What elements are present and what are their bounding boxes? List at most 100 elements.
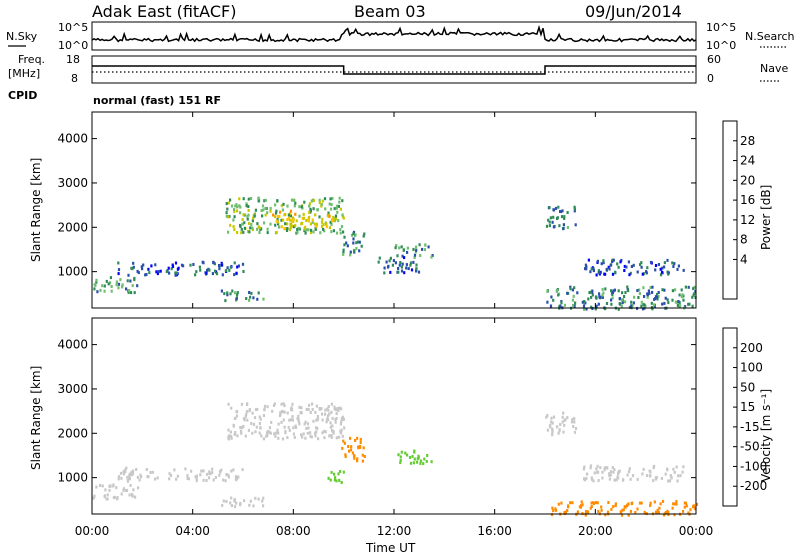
data-cell: [234, 291, 237, 295]
data-cell: [316, 426, 319, 430]
data-cell: [315, 225, 318, 229]
data-cell: [352, 237, 355, 241]
data-cell: [257, 291, 260, 295]
data-cell: [286, 204, 289, 208]
data-cell: [604, 287, 607, 291]
data-cell: [273, 402, 276, 406]
data-cell: [566, 509, 569, 513]
data-cell: [220, 468, 223, 472]
data-cell: [126, 279, 129, 283]
data-cell: [620, 513, 624, 517]
data-cell: [264, 213, 267, 217]
data-cell: [363, 232, 366, 236]
data-cell: [275, 209, 278, 213]
data-cell: [285, 229, 289, 232]
data-cell: [327, 418, 330, 422]
data-cell: [239, 211, 242, 215]
data-cell: [551, 421, 554, 425]
data-cell: [430, 460, 433, 464]
data-cell: [222, 478, 225, 482]
data-cell: [270, 420, 273, 424]
data-cell: [201, 469, 204, 473]
data-cell: [238, 197, 241, 201]
data-cell: [392, 259, 395, 263]
freq-tick-top: 18: [66, 53, 80, 66]
data-cell: [225, 473, 228, 476]
data-cell: [378, 256, 381, 260]
data-cell: [239, 223, 242, 227]
data-cell: [124, 470, 127, 474]
data-cell: [242, 270, 245, 273]
data-cell: [636, 270, 639, 274]
data-cell: [148, 271, 151, 275]
data-cell: [423, 248, 427, 252]
data-cell: [579, 505, 583, 509]
data-cell: [561, 209, 564, 213]
data-cell: [415, 263, 418, 267]
data-cell: [318, 198, 321, 202]
data-cell: [623, 269, 626, 272]
data-cell: [569, 287, 572, 291]
data-cell: [353, 456, 356, 460]
data-cell: [236, 209, 239, 213]
data-cell: [640, 300, 643, 304]
data-cell: [245, 204, 248, 208]
data-cell: [308, 204, 311, 208]
data-cell: [646, 293, 649, 297]
data-cell: [232, 225, 235, 229]
data-cell: [573, 286, 576, 290]
data-cell: [360, 244, 363, 248]
data-cell: [695, 502, 699, 506]
data-cell: [683, 501, 686, 505]
power-colorbar-tick-label: 20: [740, 173, 755, 187]
data-cell: [694, 289, 697, 293]
data-cell: [222, 499, 225, 503]
data-cell: [599, 295, 602, 299]
data-cell: [594, 501, 597, 504]
data-cell: [679, 304, 682, 308]
data-cell: [266, 434, 269, 437]
data-cell: [354, 439, 357, 442]
data-cell: [678, 293, 681, 297]
data-cell: [333, 478, 336, 482]
data-cell: [691, 295, 694, 299]
data-cell: [657, 294, 660, 298]
data-cell: [212, 478, 215, 482]
data-cell: [127, 273, 130, 277]
data-cell: [671, 298, 674, 302]
data-cell: [682, 298, 685, 302]
data-cell: [559, 423, 562, 426]
data-cell: [591, 293, 594, 297]
data-cell: [232, 218, 235, 222]
data-cell: [545, 224, 549, 228]
velocity-colorbar-frame: [722, 327, 738, 507]
data-cell: [657, 291, 660, 294]
data-cell: [386, 265, 390, 269]
data-cell: [234, 477, 238, 481]
data-cell: [218, 264, 221, 267]
data-cell: [284, 222, 287, 226]
data-cell: [282, 202, 285, 206]
data-cell: [554, 508, 558, 512]
data-cell: [254, 496, 257, 500]
data-cell: [282, 410, 285, 414]
data-cell: [137, 486, 140, 490]
data-cell: [596, 470, 599, 474]
data-cell: [341, 213, 344, 217]
data-cell: [404, 451, 407, 455]
data-cell: [682, 509, 685, 513]
data-cell: [283, 213, 286, 217]
data-cell: [311, 218, 314, 222]
data-cell: [403, 256, 406, 260]
data-cell: [248, 291, 251, 294]
data-cell: [603, 468, 606, 472]
data-cell: [571, 298, 574, 302]
data-cell: [271, 409, 274, 413]
data-cell: [273, 215, 277, 219]
data-cell: [574, 427, 578, 430]
data-cell: [226, 266, 229, 270]
data-cell: [425, 459, 428, 463]
data-cell: [237, 264, 240, 268]
data-cell: [254, 208, 257, 212]
data-cell: [274, 434, 277, 438]
